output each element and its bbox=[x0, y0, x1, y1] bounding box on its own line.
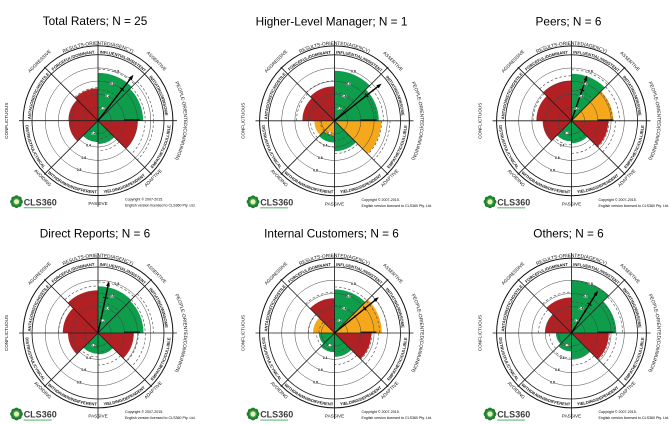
svg-text:0.4: 0.4 bbox=[579, 307, 584, 311]
svg-text:0.6: 0.6 bbox=[110, 82, 115, 86]
svg-text:PASSIVE: PASSIVE bbox=[325, 201, 344, 206]
svg-text:0.8: 0.8 bbox=[588, 282, 593, 286]
svg-text:0.6: 0.6 bbox=[81, 156, 86, 160]
svg-text:CLS360: CLS360 bbox=[24, 197, 57, 207]
svg-text:PASSIVE: PASSIVE bbox=[325, 414, 344, 419]
svg-text:CONFLICTUOUS: CONFLICTUOUS bbox=[4, 103, 9, 139]
svg-text:0.4: 0.4 bbox=[105, 94, 110, 98]
svg-text:0.8: 0.8 bbox=[550, 168, 555, 172]
svg-text:0.6: 0.6 bbox=[346, 82, 351, 86]
svg-text:0.2: 0.2 bbox=[337, 107, 342, 111]
svg-text:English version licensed to CL: English version licensed to CLS360 Pty. … bbox=[125, 416, 195, 420]
svg-text:0.2: 0.2 bbox=[327, 131, 332, 135]
svg-text:PASSIVE: PASSIVE bbox=[88, 414, 107, 419]
svg-text:CLS360: CLS360 bbox=[497, 197, 530, 207]
svg-text:0.2: 0.2 bbox=[91, 131, 96, 135]
svg-text:English version licensed to CL: English version licensed to CLS360 Pty. … bbox=[362, 204, 432, 208]
svg-text:0.8: 0.8 bbox=[77, 168, 82, 172]
svg-text:0.4: 0.4 bbox=[560, 356, 565, 360]
svg-text:0.4: 0.4 bbox=[342, 94, 347, 98]
svg-text:0.2: 0.2 bbox=[574, 319, 579, 323]
svg-text:CONFLICTUOUS: CONFLICTUOUS bbox=[478, 315, 483, 351]
svg-text:Copyright © 2007-2015.: Copyright © 2007-2015. bbox=[599, 410, 637, 414]
svg-text:0.8: 0.8 bbox=[77, 380, 82, 384]
svg-text:0.6: 0.6 bbox=[555, 156, 560, 160]
svg-text:CLS360: CLS360 bbox=[260, 197, 293, 207]
svg-text:0.2: 0.2 bbox=[91, 344, 96, 348]
svg-text:0.4: 0.4 bbox=[105, 307, 110, 311]
svg-text:0.8: 0.8 bbox=[115, 70, 120, 74]
svg-text:0.8: 0.8 bbox=[588, 70, 593, 74]
svg-text:Copyright © 2007-2015.: Copyright © 2007-2015. bbox=[125, 198, 163, 202]
svg-text:CLS360: CLS360 bbox=[24, 410, 57, 420]
svg-text:0.2: 0.2 bbox=[564, 344, 569, 348]
svg-text:0.8: 0.8 bbox=[115, 282, 120, 286]
svg-text:0.2: 0.2 bbox=[337, 319, 342, 323]
svg-text:0.4: 0.4 bbox=[86, 356, 91, 360]
svg-text:0.8: 0.8 bbox=[351, 70, 356, 74]
svg-text:CONFLICTUOUS: CONFLICTUOUS bbox=[478, 103, 483, 139]
svg-text:0.2: 0.2 bbox=[574, 107, 579, 111]
svg-text:0.2: 0.2 bbox=[564, 131, 569, 135]
svg-text:Direct Reports; N = 6: Direct Reports; N = 6 bbox=[40, 227, 151, 241]
svg-text:Total Raters; N = 25: Total Raters; N = 25 bbox=[43, 14, 148, 28]
svg-text:0.6: 0.6 bbox=[555, 368, 560, 372]
svg-text:0.6: 0.6 bbox=[318, 368, 323, 372]
svg-text:Copyright © 2007-2015.: Copyright © 2007-2015. bbox=[125, 410, 163, 414]
svg-text:0.4: 0.4 bbox=[342, 307, 347, 311]
svg-text:PASSIVE: PASSIVE bbox=[562, 201, 581, 206]
svg-text:English version licensed to CL: English version licensed to CLS360 Pty. … bbox=[125, 204, 195, 208]
svg-text:Peers; N = 6: Peers; N = 6 bbox=[536, 14, 602, 28]
svg-text:0.6: 0.6 bbox=[583, 82, 588, 86]
svg-text:0.2: 0.2 bbox=[100, 107, 105, 111]
svg-text:CLS360: CLS360 bbox=[497, 410, 530, 420]
svg-text:0.4: 0.4 bbox=[86, 144, 91, 148]
svg-text:0.6: 0.6 bbox=[346, 294, 351, 298]
svg-text:0.8: 0.8 bbox=[313, 168, 318, 172]
svg-text:0.6: 0.6 bbox=[110, 294, 115, 298]
svg-text:CONFLICTUOUS: CONFLICTUOUS bbox=[4, 315, 9, 351]
svg-text:Others; N = 6: Others; N = 6 bbox=[533, 227, 604, 241]
svg-text:English version licensed to CL: English version licensed to CLS360 Pty. … bbox=[599, 204, 669, 208]
svg-text:Copyright © 2007-2015.: Copyright © 2007-2015. bbox=[599, 198, 637, 202]
svg-text:0.8: 0.8 bbox=[313, 380, 318, 384]
svg-text:Internal Customers; N = 6: Internal Customers; N = 6 bbox=[264, 227, 399, 241]
svg-text:0.2: 0.2 bbox=[327, 344, 332, 348]
svg-text:0.4: 0.4 bbox=[579, 94, 584, 98]
svg-text:0.2: 0.2 bbox=[100, 319, 105, 323]
svg-text:0.4: 0.4 bbox=[323, 356, 328, 360]
svg-text:0.4: 0.4 bbox=[323, 144, 328, 148]
svg-text:0.8: 0.8 bbox=[550, 380, 555, 384]
svg-text:PASSIVE: PASSIVE bbox=[562, 414, 581, 419]
svg-text:PASSIVE: PASSIVE bbox=[88, 201, 107, 206]
svg-text:0.6: 0.6 bbox=[318, 156, 323, 160]
svg-text:Higher-Level Manager; N = 1: Higher-Level Manager; N = 1 bbox=[256, 14, 408, 28]
svg-text:CLS360: CLS360 bbox=[260, 410, 293, 420]
svg-text:Copyright © 2007-2015.: Copyright © 2007-2015. bbox=[362, 410, 400, 414]
svg-text:0.6: 0.6 bbox=[81, 368, 86, 372]
svg-text:0.4: 0.4 bbox=[560, 144, 565, 148]
svg-text:0.8: 0.8 bbox=[351, 282, 356, 286]
svg-text:English version licensed to CL: English version licensed to CLS360 Pty. … bbox=[362, 416, 432, 420]
svg-text:CONFLICTUOUS: CONFLICTUOUS bbox=[241, 315, 246, 351]
svg-text:CONFLICTUOUS: CONFLICTUOUS bbox=[241, 103, 246, 139]
svg-text:English version licensed to CL: English version licensed to CLS360 Pty. … bbox=[599, 416, 669, 420]
svg-text:Copyright © 2007-2015.: Copyright © 2007-2015. bbox=[362, 198, 400, 202]
svg-text:0.6: 0.6 bbox=[583, 294, 588, 298]
